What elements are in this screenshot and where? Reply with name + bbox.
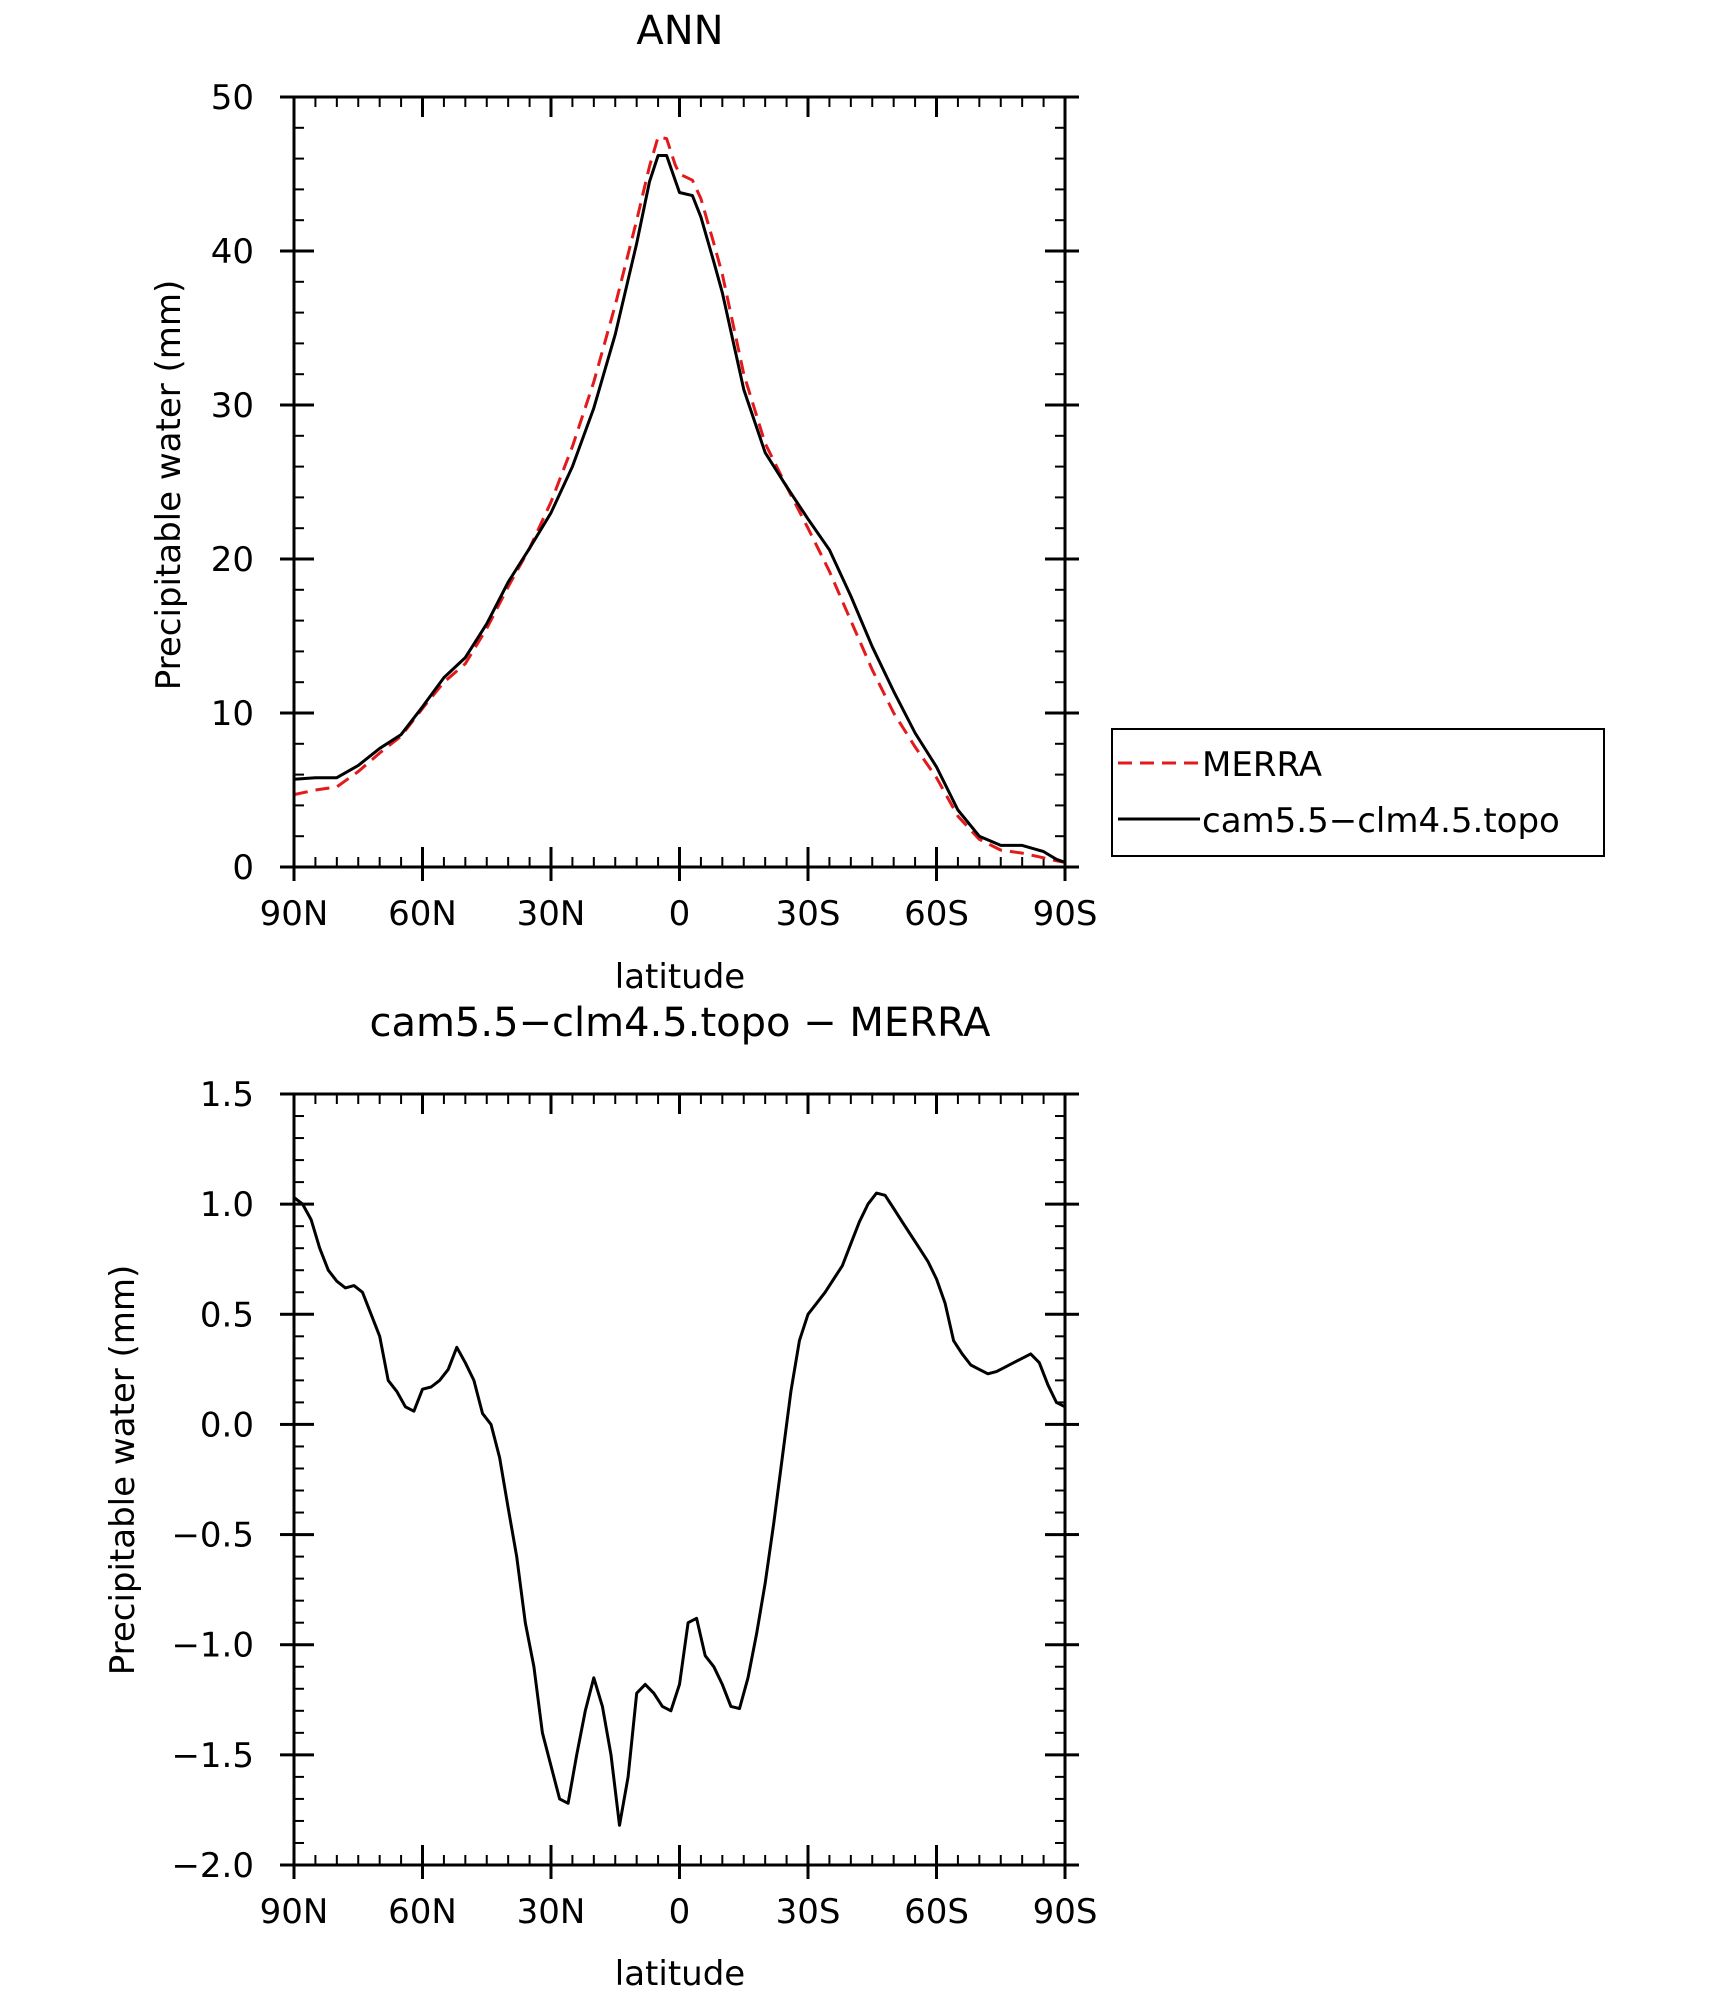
y-tick-label: −1.0 (171, 1626, 254, 1666)
y-tick-label: 0.0 (200, 1405, 254, 1445)
y-tick-label: 10 (211, 694, 254, 734)
x-tick-label: 90S (1033, 894, 1098, 934)
legend-box (1111, 728, 1605, 857)
x-tick-label: 0 (669, 894, 691, 934)
y-tick-label: 20 (211, 540, 254, 580)
x-tick-label: 30S (776, 894, 841, 934)
legend: MERRA cam5.5−clm4.5.topo (1111, 728, 1605, 857)
x-tick-label: 90S (1033, 1892, 1098, 1932)
top-panel-tick-labels: 90N 60N 30N 0 30S 60S 90S 0 10 20 30 40 50 (211, 78, 1098, 934)
bottom-panel-xlabel: latitude (615, 1954, 745, 1993)
x-tick-label: 60N (388, 894, 457, 934)
y-tick-label: 50 (211, 78, 254, 118)
series-line-difference (293, 1191, 1066, 1827)
series-line-cam5-5-clm4-5-topo (293, 154, 1066, 864)
x-tick-label: 0 (669, 1892, 691, 1932)
x-tick-label: 30N (517, 1892, 586, 1932)
x-tick-label: 30S (776, 1892, 841, 1932)
x-tick-label: 60S (904, 894, 969, 934)
y-tick-label: −1.5 (171, 1736, 254, 1776)
bottom-panel-ticks (280, 1092, 1079, 1879)
legend-label-merra: MERRA (1202, 745, 1322, 785)
bottom-panel-frame (292, 1092, 1067, 1867)
y-tick-label: 0 (232, 848, 254, 888)
y-tick-label: 40 (211, 232, 254, 272)
bottom-panel: cam5.5−clm4.5.topo − MERRA Precipitable … (103, 1000, 1097, 1993)
bottom-panel-tick-labels: 90N 60N 30N 0 30S 60S 90S −2.0 −1.5 −1.0 −0.5 0.0 0.… (171, 1075, 1097, 1932)
x-tick-label: 90N (260, 894, 329, 934)
y-tick-label: 1.0 (200, 1185, 254, 1225)
top-panel-lines (293, 135, 1066, 864)
y-tick-label: −2.0 (171, 1846, 254, 1886)
y-tick-label: 0.5 (200, 1295, 254, 1335)
x-tick-label: 90N (260, 1892, 329, 1932)
x-tick-label: 60S (904, 1892, 969, 1932)
top-panel-xlabel: latitude (615, 957, 745, 997)
top-panel: ANN Precipitable water (mm) latitude 90N… (149, 8, 1097, 997)
top-panel-ticks (280, 95, 1079, 881)
x-tick-label: 30N (517, 894, 586, 934)
x-tick-label: 60N (388, 1892, 457, 1932)
bottom-panel-title: cam5.5−clm4.5.topo − MERRA (369, 1000, 991, 1046)
bottom-panel-lines (293, 1191, 1066, 1827)
bottom-panel-ylabel: Precipitable water (mm) (103, 1265, 143, 1676)
legend-label-model: cam5.5−clm4.5.topo (1202, 801, 1560, 841)
series-line-merra (293, 135, 1066, 864)
y-tick-label: 30 (211, 386, 254, 426)
y-tick-label: −0.5 (171, 1516, 254, 1556)
top-panel-ylabel: Precipitable water (mm) (149, 280, 189, 691)
y-tick-label: 1.5 (200, 1075, 254, 1115)
top-panel-frame (292, 95, 1067, 869)
top-panel-title: ANN (636, 8, 723, 54)
